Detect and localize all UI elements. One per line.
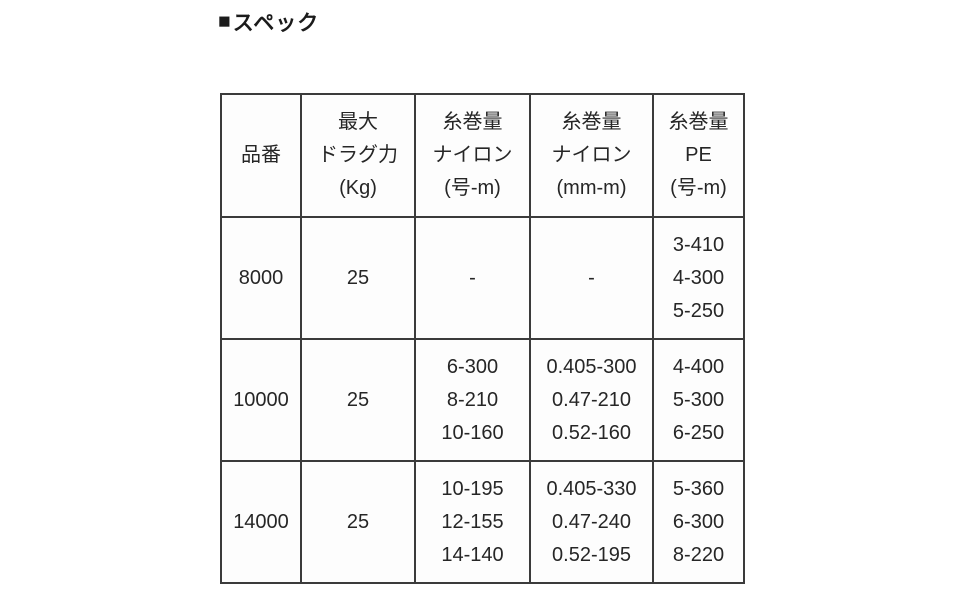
spec-cell-nylon-go: 10-195 12-155 14-140 xyxy=(414,460,531,584)
spec-table-row-14000: 14000 25 10-195 12-155 14-140 0.405-330 … xyxy=(220,460,745,584)
spec-cell-model: 10000 xyxy=(220,338,302,462)
spec-cell-nylon-mm: 0.405-300 0.47-210 0.52-160 xyxy=(529,338,654,462)
header-line-capacity-nylon-go: 糸巻量 ナイロン (号-m) xyxy=(414,93,531,218)
header-model-number: 品番 xyxy=(220,93,302,218)
square-bullet-icon: ■ xyxy=(218,10,232,33)
spec-cell-pe: 5-360 6-300 8-220 xyxy=(652,460,745,584)
spec-table-header-row: 品番 最大 ドラグ力 (Kg) 糸巻量 ナイロン (号-m) 糸巻量 ナイロン … xyxy=(220,93,745,218)
header-line-capacity-nylon-mm: 糸巻量 ナイロン (mm-m) xyxy=(529,93,654,218)
spec-cell-nylon-mm: 0.405-330 0.47-240 0.52-195 xyxy=(529,460,654,584)
spec-cell-max-drag: 25 xyxy=(300,460,416,584)
spec-cell-pe: 3-410 4-300 5-250 xyxy=(652,216,745,340)
spec-section-title: ■ スペック xyxy=(218,7,319,37)
spec-cell-nylon-go: 6-300 8-210 10-160 xyxy=(414,338,531,462)
spec-cell-max-drag: 25 xyxy=(300,338,416,462)
header-line-capacity-pe: 糸巻量 PE (号-m) xyxy=(652,93,745,218)
spec-cell-max-drag: 25 xyxy=(300,216,416,340)
spec-cell-model: 14000 xyxy=(220,460,302,584)
spec-cell-model: 8000 xyxy=(220,216,302,340)
spec-table-row-8000: 8000 25 - - 3-410 4-300 5-250 xyxy=(220,216,745,340)
spec-cell-nylon-go: - xyxy=(414,216,531,340)
spec-cell-pe: 4-400 5-300 6-250 xyxy=(652,338,745,462)
spec-cell-nylon-mm: - xyxy=(529,216,654,340)
spec-table: 品番 最大 ドラグ力 (Kg) 糸巻量 ナイロン (号-m) 糸巻量 ナイロン … xyxy=(220,93,745,584)
spec-table-row-10000: 10000 25 6-300 8-210 10-160 0.405-300 0.… xyxy=(220,338,745,462)
header-max-drag: 最大 ドラグ力 (Kg) xyxy=(300,93,416,218)
spec-section-title-text: スペック xyxy=(232,12,320,35)
